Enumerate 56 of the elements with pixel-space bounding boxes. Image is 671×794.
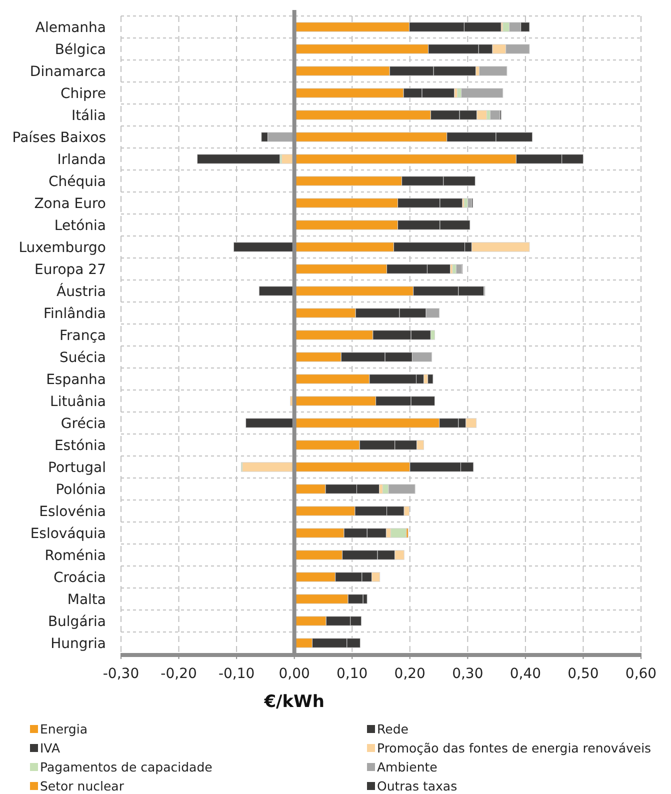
y-tick-label: Portugal (48, 460, 106, 476)
bar (456, 264, 462, 274)
x-axis-title: €/kWh (263, 692, 324, 712)
legend-label: Promoção das fontes de energia renováveis (377, 740, 652, 756)
y-tick-label: Alemanha (35, 20, 106, 36)
y-tick-label: Roménia (44, 548, 106, 564)
y-tick-label: Itália (71, 108, 106, 124)
y-tick-label: Chéquia (48, 174, 106, 190)
x-tick-label: -0,30 (102, 666, 140, 682)
y-tick-label: Eslováquia (30, 526, 106, 542)
bar (490, 110, 500, 120)
bar (197, 154, 280, 164)
y-tick-label: Suécia (59, 350, 106, 366)
x-tick-label: -0,10 (218, 666, 255, 682)
y-tick-label: Letónia (54, 218, 106, 234)
y-tick-label: Espanha (46, 372, 106, 388)
x-tick-label: 0,50 (568, 666, 599, 682)
bar (478, 66, 508, 76)
y-tick-label: Europa 27 (34, 262, 106, 278)
y-tick-label: Estónia (54, 438, 106, 454)
y-tick-label: Chipre (60, 86, 106, 102)
x-tick-label: 0,30 (452, 666, 484, 682)
y-tick-label: Malta (67, 592, 106, 608)
y-tick-label: Polónia (56, 482, 106, 498)
x-tick-label: 0,40 (510, 666, 542, 682)
y-tick-label: Hungria (50, 636, 106, 652)
y-tick-label: Eslovénia (39, 504, 106, 520)
y-tick-label: Finlândia (44, 306, 106, 322)
y-tick-label: Bulgária (48, 614, 106, 630)
y-tick-label: Lituânia (50, 394, 106, 410)
y-tick-label: Países Baixos (12, 130, 106, 146)
bar (467, 198, 472, 208)
y-tick-label: França (59, 328, 106, 344)
x-tick-label: 0,10 (336, 666, 368, 682)
y-tick-label: Grécia (60, 416, 106, 432)
x-tick-label: 0,60 (625, 666, 657, 682)
bar (464, 198, 468, 208)
y-tick-label: Croácia (53, 570, 106, 586)
bar (428, 374, 434, 384)
y-tick-label: Irlanda (57, 152, 106, 168)
x-tick-label: 0,00 (278, 666, 310, 682)
legend-label: Pagamentos de capacidade (40, 759, 213, 774)
y-tick-label: Bélgica (54, 42, 106, 58)
legend-label: Outras taxas (377, 778, 458, 794)
legend-label: IVA (40, 740, 60, 756)
y-tick-label: Luxemburgo (18, 240, 106, 256)
bar (461, 88, 504, 98)
legend-label: Setor nuclear (40, 778, 125, 794)
y-tick-label: Áustria (56, 282, 106, 300)
legend-label: Rede (377, 721, 409, 736)
x-tick-label: -0,20 (160, 666, 197, 682)
x-tick-label: 0,20 (394, 666, 426, 682)
legend-label: Energia (40, 721, 88, 736)
legend-label: Ambiente (377, 759, 438, 774)
y-tick-label: Dinamarca (30, 64, 106, 80)
y-tick-label: Zona Euro (34, 196, 106, 212)
